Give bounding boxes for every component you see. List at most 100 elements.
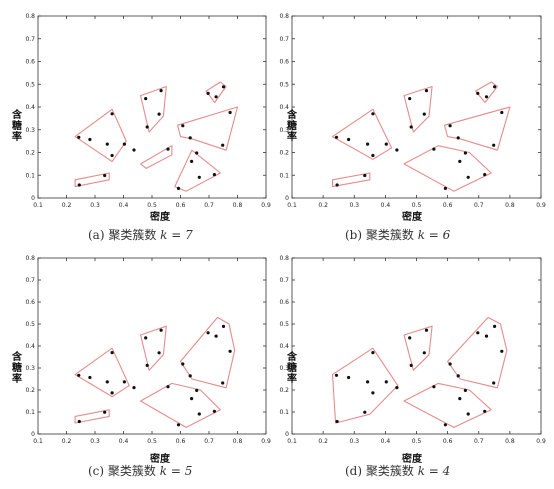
caption-b-k: k = 6 (417, 228, 451, 242)
data-point-c (159, 328, 163, 332)
data-point-a (166, 147, 170, 151)
data-point-d (492, 381, 496, 385)
x-tick-label-c: 0.5 (147, 438, 157, 445)
data-point-b (476, 91, 480, 95)
data-point-b (456, 136, 460, 140)
x-tick-label-c: 0.7 (204, 438, 214, 445)
x-tick-label-c: 0.3 (90, 438, 100, 445)
y-tick-label-b: 0.4 (279, 104, 289, 111)
x-tick-label-b: 0.5 (412, 202, 422, 209)
y-tick-label-a: 0.2 (25, 150, 35, 157)
data-point-c (212, 409, 216, 413)
cluster-hull-a-7 (205, 81, 227, 104)
data-point-a (206, 91, 210, 95)
x-tick-label-d: 0.6 (443, 438, 453, 445)
x-tick-label-a: 0.3 (90, 202, 100, 209)
data-point-a (159, 89, 163, 93)
data-point-c (221, 381, 225, 385)
x-tick-label-b: 0.7 (474, 202, 484, 209)
data-point-a (221, 143, 225, 147)
data-point-c (77, 419, 81, 424)
cluster-hull-a-3 (140, 85, 167, 133)
data-point-d (366, 380, 370, 384)
cluster-hull-a-6 (174, 149, 221, 192)
data-point-b (463, 151, 467, 155)
data-point-c (132, 386, 136, 390)
y-axis-title-c: 含糖率 (12, 352, 22, 385)
x-axis-title-a: 密度 (150, 212, 170, 223)
data-point-b (483, 173, 487, 177)
x-tick-label-a: 0.1 (33, 202, 43, 209)
subplot-b: 0.1 0.2 0.3 0.4 0.5 0.6 0.7 0.8 0.9 0 0.1 0.2 0.3 0.4… (279, 4, 549, 246)
data-point-c (214, 334, 218, 338)
y-tick-label-b: 0.3 (279, 127, 289, 134)
data-point-c (188, 374, 192, 378)
x-tick-label-a: 0.4 (119, 202, 129, 209)
data-point-c (228, 349, 232, 353)
cluster-hull-d-1 (331, 347, 399, 424)
y-tick-label-a: 0.1 (25, 172, 35, 179)
y-tick-label-d: 0.4 (279, 343, 289, 350)
caption-a: (a) 聚类簇数 k = 7 (88, 226, 193, 243)
data-point-b (500, 110, 504, 115)
data-point-b (347, 137, 351, 142)
y-tick-label-b: 0 (285, 195, 289, 202)
caption-a-text: (a) 聚类簇数 (88, 228, 157, 242)
data-point-c (190, 397, 194, 401)
x-tick-label-b: 0.3 (349, 202, 359, 209)
data-point-a (212, 173, 216, 177)
caption-d-text: (d) 聚类簇数 (345, 464, 414, 478)
y-tick-label-d: 0.7 (279, 277, 289, 284)
data-point-b (448, 124, 452, 128)
x-tick-label-d: 0.1 (287, 438, 297, 445)
y-tick-label-b: 0.6 (279, 59, 289, 66)
data-point-b (335, 183, 339, 187)
data-point-b (493, 85, 497, 89)
data-point-c (197, 412, 201, 416)
y-tick-label-c: 0 (31, 431, 35, 438)
caption-c-text: (c) 聚类簇数 (88, 464, 156, 478)
data-point-d (443, 423, 447, 427)
y-tick-label-d: 0.1 (279, 409, 289, 416)
data-point-c (110, 391, 114, 395)
data-point-d (458, 397, 462, 401)
data-point-c (145, 363, 149, 367)
data-point-b (466, 175, 470, 179)
data-point-a (188, 136, 192, 140)
data-point-c (144, 336, 148, 340)
data-point-d (424, 328, 429, 332)
x-tick-label-c: 0.8 (233, 438, 243, 445)
x-tick-label-a: 0.9 (261, 202, 271, 209)
plot-frame-a (37, 15, 267, 199)
y-tick-label-c: 0.8 (25, 255, 35, 262)
y-tick-label-a: 0.4 (25, 104, 35, 111)
data-point-b (363, 173, 367, 178)
data-point-a (103, 173, 107, 178)
x-tick-label-c: 0.1 (33, 438, 43, 445)
y-tick-label-c: 0.2 (25, 387, 35, 394)
data-point-d (463, 388, 467, 392)
y-tick-label-c: 0.7 (25, 277, 35, 284)
x-tick-label-a: 0.8 (233, 202, 243, 209)
cluster-hull-b-5 (443, 106, 511, 151)
y-tick-label-a: 0.8 (25, 13, 35, 20)
cluster-hull-c-1 (74, 347, 130, 398)
cluster-hull-c-4 (140, 382, 221, 428)
data-point-b (424, 89, 429, 93)
y-tick-label-d: 0 (285, 431, 289, 438)
x-tick-label-a: 0.5 (147, 202, 157, 209)
cluster-hull-d-2 (403, 325, 433, 371)
caption-c-k: k = 5 (159, 464, 193, 478)
scatter-plot-a: 0.1 0.2 0.3 0.4 0.5 0.6 0.7 0.8 0.900.10.20.30.4… (25, 13, 271, 209)
data-point-d (335, 419, 339, 424)
data-point-a (176, 186, 181, 190)
data-point-b (492, 143, 496, 147)
data-point-a (77, 135, 81, 139)
data-point-d (347, 375, 351, 380)
y-tick-label-d: 0.8 (279, 255, 289, 262)
data-point-b (458, 159, 462, 163)
data-point-c (221, 324, 226, 328)
y-tick-label-c: 0.4 (25, 343, 35, 350)
x-axis-title-d: 密度 (402, 454, 422, 465)
data-point-b (366, 142, 370, 146)
